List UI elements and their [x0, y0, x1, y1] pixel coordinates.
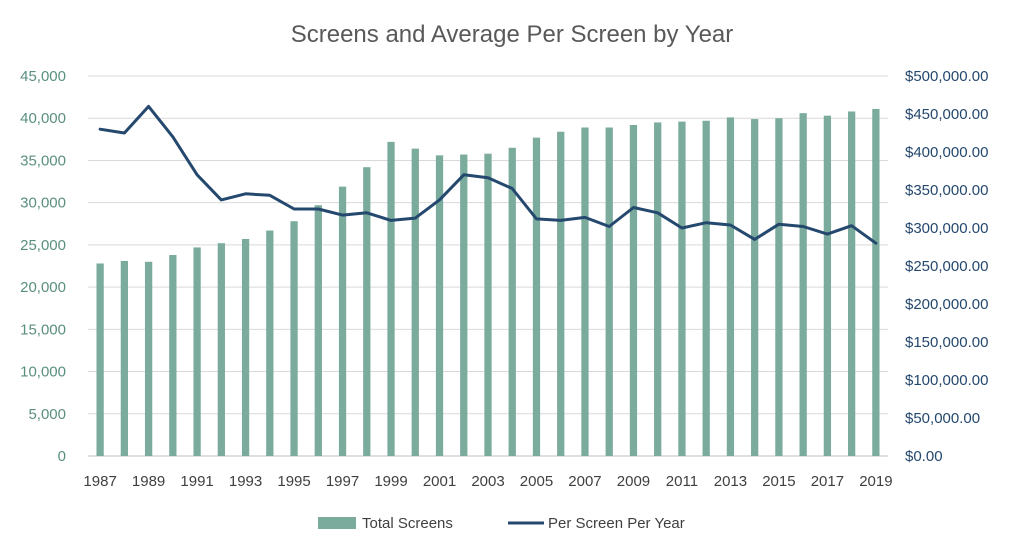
bar-total-screens-2010	[654, 122, 661, 456]
y-right-tick-label: $200,000.00	[905, 296, 988, 313]
x-tick-label: 2015	[762, 473, 795, 490]
y-right-tick-label: $100,000.00	[905, 372, 988, 389]
bar-total-screens-1994	[266, 231, 273, 456]
x-tick-label: 1999	[374, 473, 407, 490]
bar-total-screens-2005	[533, 138, 540, 456]
chart-title: Screens and Average Per Screen by Year	[291, 21, 734, 48]
x-tick-label: 1997	[326, 473, 359, 490]
bar-total-screens-2000	[412, 149, 419, 456]
x-tick-label: 1991	[180, 473, 213, 490]
x-axis: 1987 1989 1991 1993 1995 1997 1999 2001 2003 2005…	[83, 473, 892, 490]
bar-total-screens-2009	[630, 125, 637, 456]
y-left-tick-label: 15,000	[20, 321, 66, 338]
bar-total-screens-1990	[169, 255, 176, 456]
y-left-tick-label: 5,000	[28, 406, 66, 423]
x-tick-label: 2019	[859, 473, 892, 490]
bar-total-screens-1993	[242, 239, 249, 456]
x-tick-label: 2003	[471, 473, 504, 490]
x-tick-label: 2007	[568, 473, 601, 490]
y-left-tick-label: 10,000	[20, 364, 66, 381]
bar-total-screens-1999	[387, 142, 394, 456]
x-tick-label: 1993	[229, 473, 262, 490]
x-tick-label: 1987	[83, 473, 116, 490]
bar-total-screens-1998	[363, 167, 370, 456]
legend: Total Screens Per Screen Per Year	[318, 515, 685, 532]
bar-total-screens-1996	[315, 205, 322, 456]
y-right-tick-label: $250,000.00	[905, 258, 988, 275]
y-left-tick-label: 45,000	[20, 68, 66, 85]
legend-label-per-screen: Per Screen Per Year	[548, 515, 685, 532]
y-left-tick-label: 40,000	[20, 110, 66, 127]
y-right-tick-label: $50,000.00	[905, 410, 980, 427]
y-left-tick-label: 30,000	[20, 195, 66, 212]
y-left-tick-label: 35,000	[20, 152, 66, 169]
y-axis-right: $0.00 $50,000.00 $100,000.00 $150,000.00 $20…	[905, 68, 988, 465]
y-right-tick-label: $150,000.00	[905, 334, 988, 351]
bar-total-screens-2003	[484, 154, 491, 456]
bar-total-screens-2016	[800, 113, 807, 456]
y-left-tick-label: 20,000	[20, 279, 66, 296]
bar-total-screens-2008	[606, 128, 613, 456]
bar-total-screens-2013	[727, 117, 734, 456]
bar-total-screens-2015	[775, 118, 782, 456]
bar-total-screens-2011	[678, 122, 685, 456]
y-right-tick-label: $0.00	[905, 448, 943, 465]
y-axis-left: 0 5,000 10,000 15,000 20,000 25,000 30,000 35,0…	[20, 68, 66, 465]
bar-total-screens-1992	[218, 243, 225, 456]
bar-total-screens-2019	[872, 109, 879, 456]
bar-total-screens-2014	[751, 119, 758, 456]
bar-total-screens-2018	[848, 111, 855, 456]
x-tick-label: 2017	[811, 473, 844, 490]
bar-total-screens-2017	[824, 116, 831, 456]
y-right-tick-label: $400,000.00	[905, 144, 988, 161]
bar-total-screens-1989	[145, 262, 152, 456]
bar-total-screens-1995	[290, 221, 297, 456]
bar-total-screens-2006	[557, 132, 564, 456]
y-left-tick-label: 25,000	[20, 237, 66, 254]
bar-total-screens-2002	[460, 155, 467, 456]
x-tick-label: 2013	[714, 473, 747, 490]
bar-series-total-screens	[96, 109, 879, 456]
x-tick-label: 1989	[132, 473, 165, 490]
legend-swatch-total-screens	[318, 517, 356, 529]
bar-total-screens-2012	[703, 121, 710, 456]
x-tick-label: 1995	[277, 473, 310, 490]
y-right-tick-label: $350,000.00	[905, 182, 988, 199]
x-tick-label: 2011	[666, 473, 698, 490]
legend-label-total-screens: Total Screens	[362, 515, 453, 532]
bar-total-screens-2007	[581, 128, 588, 456]
x-tick-label: 2005	[520, 473, 553, 490]
bar-total-screens-1997	[339, 187, 346, 456]
bar-total-screens-1987	[96, 263, 103, 456]
bar-total-screens-1988	[121, 261, 128, 456]
x-tick-label: 2001	[423, 473, 456, 490]
x-tick-label: 2009	[617, 473, 650, 490]
y-left-tick-label: 0	[58, 448, 66, 465]
y-right-tick-label: $450,000.00	[905, 106, 988, 123]
y-right-tick-label: $500,000.00	[905, 68, 988, 85]
y-right-tick-label: $300,000.00	[905, 220, 988, 237]
bar-total-screens-1991	[193, 247, 200, 456]
